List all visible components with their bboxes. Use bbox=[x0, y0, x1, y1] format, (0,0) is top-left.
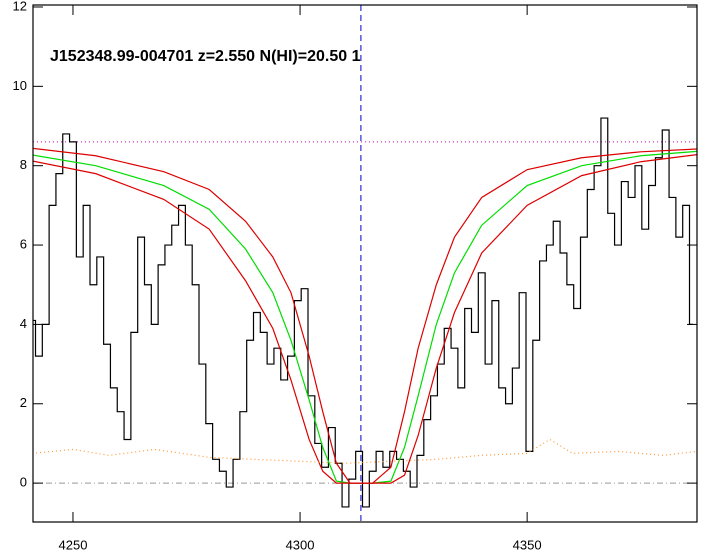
x-tick-label: 4300 bbox=[286, 537, 315, 552]
x-tick-label: 4350 bbox=[513, 537, 542, 552]
x-tick-label: 4250 bbox=[59, 537, 88, 552]
chart-title: J152348.99-004701 z=2.550 N(HI)=20.50 1 bbox=[50, 48, 361, 65]
y-tick-label: 4 bbox=[20, 316, 27, 331]
plot-frame bbox=[32, 4, 698, 523]
y-tick-label: 8 bbox=[20, 157, 27, 172]
data-line bbox=[33, 117, 693, 508]
y-tick-label: 2 bbox=[20, 395, 27, 410]
y-tick-label: 10 bbox=[13, 78, 27, 93]
y-tick-label: 0 bbox=[20, 475, 27, 490]
y-tick-label: 6 bbox=[20, 236, 27, 251]
data-line bbox=[33, 153, 697, 484]
data-line bbox=[33, 438, 697, 464]
y-tick-label: 12 bbox=[13, 0, 27, 13]
